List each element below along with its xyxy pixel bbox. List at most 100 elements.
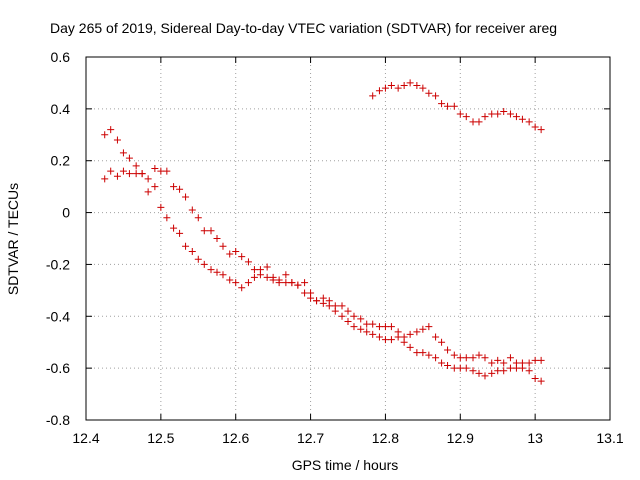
data-point [525,367,533,375]
data-point [232,247,240,255]
data-point [500,359,508,367]
y-tick-label: -0.2 [46,256,70,272]
data-point [537,126,545,134]
data-point [170,224,178,232]
data-point [219,242,227,250]
data-point [319,294,327,302]
data-point [182,242,190,250]
x-tick-label: 13 [527,430,543,446]
data-point [344,317,352,325]
data-point [232,279,240,287]
data-point [425,351,433,359]
data-point [394,84,402,92]
data-point [537,377,545,385]
data-point [375,87,383,95]
data-point [500,367,508,375]
data-point [512,113,520,121]
data-point [518,115,526,123]
data-point [363,320,371,328]
data-point [432,92,440,100]
data-point [138,170,146,178]
data-point [469,118,477,126]
data-point [432,354,440,362]
data-point [282,271,290,279]
data-point [170,183,178,191]
data-point [107,167,115,175]
x-tick-label: 12.6 [222,430,249,446]
data-point [406,330,414,338]
data-point [432,333,440,341]
chart-title: Day 265 of 2019, Sidereal Day-to-day VTE… [50,20,557,36]
data-point [213,268,221,276]
data-point [500,107,508,115]
data-point [119,167,127,175]
data-point [475,369,483,377]
data-point [419,349,427,357]
data-point [288,279,296,287]
data-point [387,323,395,331]
data-point [338,312,346,320]
data-point [375,333,383,341]
data-point [438,100,446,108]
data-point [350,323,358,331]
data-point [357,325,365,333]
x-tick-label: 12.7 [297,430,324,446]
x-tick-label: 12.9 [447,430,474,446]
data-point [369,92,377,100]
data-point [506,110,514,118]
data-point [250,273,258,281]
plot-frame [85,56,611,421]
data-point [144,188,152,196]
data-point [213,235,221,242]
data-point [157,203,165,211]
data-point [263,273,271,281]
data-point [537,356,545,364]
data-point [357,315,365,323]
data-point [531,123,539,131]
data-point [338,302,346,310]
data-point [207,266,215,274]
data-point [531,356,539,364]
data-point [413,349,421,357]
grid [86,57,610,420]
data-point [331,302,339,310]
data-point [263,263,271,271]
data-point [101,131,109,139]
data-point [151,183,159,191]
y-tick-label: 0.4 [51,101,71,117]
data-point [456,110,464,118]
data-point [387,82,395,90]
data-point [462,354,470,362]
y-tick-label: 0 [62,205,70,221]
data-point [163,167,171,175]
data-point [494,356,502,364]
data-point [425,89,433,97]
data-point [406,343,414,351]
data-point [269,273,277,281]
data-point [381,323,389,331]
data-point [469,367,477,375]
data-point [119,149,127,157]
data-point [419,325,427,333]
data-point [275,276,283,284]
data-point [256,266,264,274]
data-point [307,289,315,297]
data-point [226,276,234,284]
data-point [413,328,421,336]
data-point [381,84,389,92]
x-tick-label: 13.1 [596,430,623,446]
data-point [469,354,477,362]
data-point [157,167,165,175]
data-point [488,110,496,118]
data-point [450,364,458,372]
y-tick-label: -0.4 [46,308,70,324]
data-point [444,102,452,110]
data-point [444,346,452,354]
data-point [475,118,483,126]
data-point [381,336,389,344]
data-point [226,250,234,258]
data-point [462,364,470,372]
data-point [125,170,133,178]
x-tick-label: 12.5 [147,430,174,446]
